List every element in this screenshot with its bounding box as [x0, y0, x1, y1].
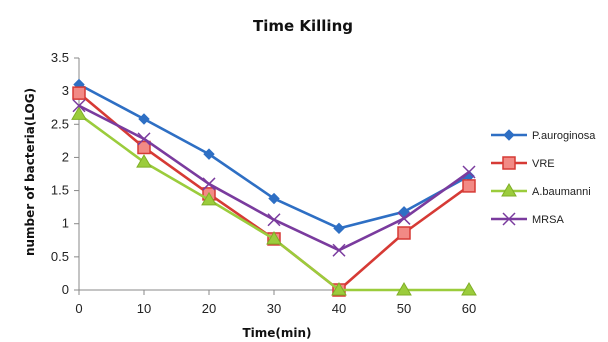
data-point-vre — [397, 226, 411, 240]
data-point-mrsa — [267, 213, 281, 227]
data-point-a-baumanni — [71, 106, 87, 120]
legend-label: A.baumanni — [532, 186, 591, 198]
data-point-p-auroginosa — [138, 113, 150, 125]
legend-entry-p-auroginosa: P.auroginosa — [491, 129, 596, 142]
data-point-a-baumanni — [396, 282, 412, 296]
y-axis-title: number of bacteria(LOG) — [23, 88, 37, 256]
y-tick-label: 1 — [62, 216, 69, 231]
series-vre — [72, 86, 476, 297]
y-tick-label: 2.5 — [51, 116, 69, 131]
data-point-mrsa — [72, 99, 86, 113]
tick-labels: 0 0.5 1 1.5 2 2.5 3 3.5 0 10 20 30 40 50 60 — [51, 50, 476, 316]
legend-entry-mrsa: MRSA — [491, 212, 564, 226]
legend-label: P.auroginosa — [532, 130, 596, 142]
y-tick-label: 1.5 — [51, 183, 69, 198]
legend-marker — [501, 183, 517, 197]
x-tick-label: 40 — [332, 301, 346, 316]
series-layer — [71, 78, 477, 297]
data-point-vre — [462, 179, 476, 193]
x-tick-label: 30 — [267, 301, 281, 316]
y-tick-label: 3 — [62, 83, 69, 98]
data-point-vre — [72, 86, 86, 100]
series-a-baumanni — [71, 106, 477, 296]
legend-entry-vre: VRE — [491, 156, 555, 170]
data-point-mrsa — [137, 132, 151, 146]
data-point-mrsa — [397, 211, 411, 225]
legend-marker — [503, 129, 515, 141]
y-tick-label: 2 — [62, 149, 69, 164]
y-tick-label: 0.5 — [51, 249, 69, 264]
chart-title: Time Killing — [253, 17, 353, 35]
axes — [74, 57, 470, 295]
data-point-a-baumanni — [136, 154, 152, 168]
data-point-a-baumanni — [266, 230, 282, 245]
series-mrsa — [72, 99, 476, 257]
data-point-vre — [137, 140, 151, 155]
data-point-p-auroginosa — [268, 192, 280, 205]
data-point-a-baumanni — [461, 282, 477, 296]
legend-label: MRSA — [532, 214, 564, 226]
data-point-mrsa — [202, 177, 216, 191]
data-point-p-auroginosa — [203, 148, 215, 160]
y-tick-label: 0 — [62, 282, 69, 297]
x-tick-label: 0 — [75, 301, 82, 316]
x-tick-label: 10 — [137, 301, 151, 316]
legend-marker — [502, 212, 516, 226]
x-tick-label: 50 — [397, 301, 411, 316]
series-line-vre — [78, 92, 470, 292]
legend-label: VRE — [532, 158, 555, 170]
data-point-p-auroginosa — [333, 222, 345, 235]
data-point-a-baumanni — [331, 282, 347, 296]
data-point-p-auroginosa — [398, 206, 410, 218]
data-point-a-baumanni — [201, 191, 217, 206]
legend: P.auroginosa VRE A.baumanni MRSA — [491, 129, 596, 226]
series-p-auroginosa — [73, 78, 475, 235]
legend-marker — [502, 156, 516, 170]
data-point-mrsa — [462, 165, 476, 179]
x-axis-title: Time(min) — [242, 326, 311, 340]
y-tick-label: 3.5 — [51, 50, 69, 65]
x-tick-label: 60 — [462, 301, 476, 316]
legend-entry-a-baumanni: A.baumanni — [491, 183, 591, 198]
x-tick-label: 20 — [202, 301, 216, 316]
data-point-mrsa — [332, 243, 346, 257]
